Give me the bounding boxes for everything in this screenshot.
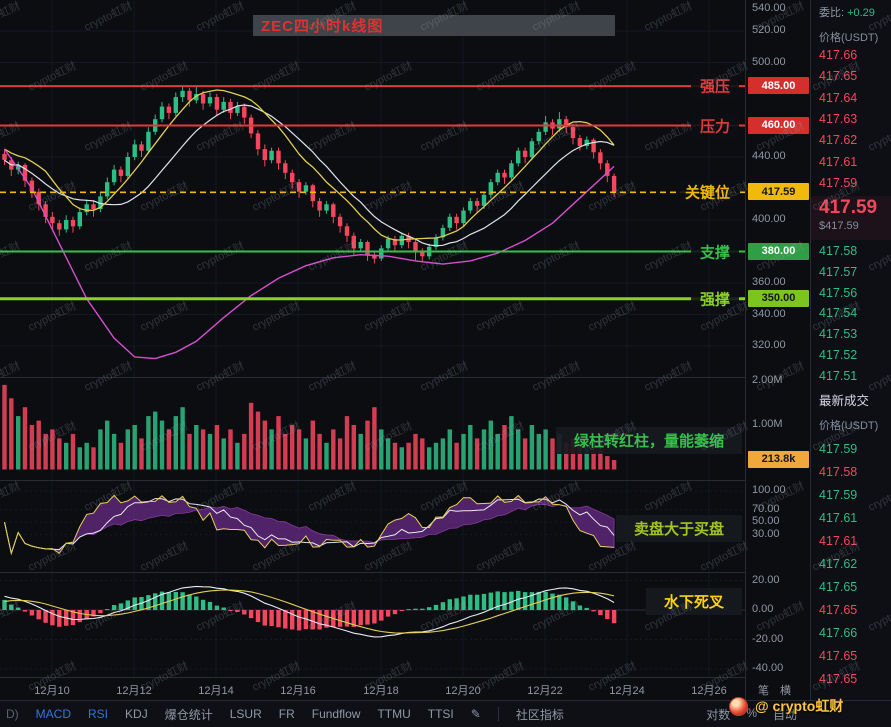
macd-tick: -20.00	[752, 632, 784, 645]
trade-row[interactable]: 417.61	[819, 511, 858, 525]
x-extra-label: 横	[780, 685, 791, 697]
indicator-tab-macd[interactable]: MACD	[35, 707, 72, 721]
chart-title: ZEC四小时k线图	[261, 18, 384, 35]
toolbar-right-0[interactable]: 对数	[706, 707, 731, 722]
volume-tick: 1.00M	[752, 418, 783, 430]
price-tick: 400.00	[752, 213, 786, 225]
indicator-tab-ttmu[interactable]: TTMU	[377, 707, 411, 721]
osc-tick: 70.00	[752, 502, 780, 515]
ask-row[interactable]: 417.62	[819, 133, 858, 148]
edit-indicator-icon[interactable]: ✎	[470, 707, 481, 721]
x-extra-label: 笔	[758, 685, 769, 697]
volume-tick: 2.00M	[752, 373, 783, 386]
price-tick: 540.00	[752, 2, 786, 14]
bid-row[interactable]: 417.57	[819, 264, 858, 279]
bid-row[interactable]: 417.56	[819, 285, 858, 300]
recent-trades-title: 最新成交	[819, 394, 870, 408]
indicator-tab-ttsi[interactable]: TTSI	[427, 707, 454, 721]
trade-row[interactable]: 417.65	[819, 649, 858, 663]
bid-row[interactable]: 417.52	[819, 348, 858, 362]
toolbar-overflow: D)	[6, 707, 19, 721]
trade-row[interactable]: 417.58	[819, 465, 858, 479]
macd-tick: 20.00	[752, 573, 780, 586]
trade-row[interactable]: 417.65	[819, 672, 858, 686]
price-level-tag-417.59: 417.59	[748, 183, 809, 201]
indicator-tab-爆仓统计[interactable]: 爆仓统计	[164, 707, 213, 722]
weibi-value: +0.29	[847, 7, 875, 19]
indicator-tab-lsur[interactable]: LSUR	[229, 707, 262, 721]
orderbook-header: 价格(USDT)	[819, 32, 879, 44]
bid-row[interactable]: 417.58	[819, 244, 858, 258]
indicator-tab-kdj[interactable]: KDJ	[125, 707, 148, 721]
toolbar-divider	[497, 707, 499, 721]
price-level-tag-350.00: 350.00	[748, 289, 809, 307]
price-level-tag-485.00: 485.00	[748, 77, 809, 95]
osc-tick: 50.00	[752, 515, 780, 528]
price-tick: 340.00	[752, 307, 786, 320]
weibi-row: 委比: +0.29	[819, 4, 875, 20]
price-axis[interactable]: 540.00 520.00 500.00 440.00 400.00 360.00 340.…	[745, 0, 810, 700]
price-tick: 520.00	[752, 24, 786, 36]
osc-tick: 30.00	[752, 527, 780, 540]
macd-tick: -40.00	[752, 662, 784, 674]
price-level-tag-460.00: 460.00	[748, 116, 809, 134]
trade-row[interactable]: 417.59	[819, 442, 858, 456]
ask-row[interactable]: 417.65	[819, 69, 858, 84]
community-indicators[interactable]: 社区指标	[515, 707, 564, 722]
trade-row[interactable]: 417.65	[819, 603, 858, 617]
trade-row[interactable]: 417.59	[819, 488, 858, 502]
avatar	[729, 696, 748, 716]
weibi-label: 委比:	[819, 7, 845, 19]
bid-row[interactable]: 417.54	[819, 306, 858, 321]
price-tick: 360.00	[752, 276, 786, 288]
volume-tag: 213.8k	[748, 450, 809, 468]
trades-header: 价格(USDT)	[819, 420, 879, 432]
toolbar-right-1[interactable]: %	[746, 705, 757, 720]
indicator-tab-rsi[interactable]: RSI	[88, 707, 109, 721]
indicator-tab-fundflow[interactable]: Fundflow	[311, 707, 361, 721]
last-price-block[interactable]: 417.59 $417.59	[811, 196, 891, 240]
bid-row[interactable]: 417.53	[819, 327, 858, 342]
ask-row[interactable]: 417.64	[819, 90, 858, 105]
ask-row[interactable]: 417.66	[819, 48, 858, 62]
ask-row[interactable]: 417.59	[819, 175, 858, 190]
candlestick-chart[interactable]	[0, 0, 745, 700]
price-level-tag-380.00: 380.00	[748, 242, 809, 260]
ask-row[interactable]: 417.61	[819, 154, 858, 169]
price-tick: 320.00	[752, 339, 786, 351]
toolbar-right-2[interactable]: 自动	[772, 707, 797, 722]
credit-text: @ crypto虹财	[755, 698, 844, 714]
ask-row[interactable]: 417.63	[819, 111, 858, 126]
last-price-usd: $417.59	[819, 220, 859, 232]
macd-tick: 0.00	[752, 603, 774, 615]
trade-row[interactable]: 417.65	[819, 580, 858, 594]
trade-row[interactable]: 417.61	[819, 534, 858, 548]
trade-row[interactable]: 417.62	[819, 557, 858, 571]
price-tick: 440.00	[752, 150, 786, 162]
last-price: 417.59	[819, 197, 878, 218]
osc-tick: 100.00	[752, 484, 786, 496]
bid-row[interactable]: 417.51	[819, 368, 858, 383]
price-tick: 500.00	[752, 55, 786, 68]
toolbar-right-group: 对数% 自动	[706, 706, 797, 723]
chart-title-bar: ZEC四小时k线图	[253, 15, 615, 36]
trade-row[interactable]: 417.66	[819, 626, 858, 640]
credit-badge: @ crypto虹财	[729, 696, 843, 716]
order-book-panel: 委比: +0.29 价格(USDT) 417.66 417.65 417.64 417.…	[810, 0, 891, 700]
indicator-tab-fr[interactable]: FR	[278, 707, 295, 721]
